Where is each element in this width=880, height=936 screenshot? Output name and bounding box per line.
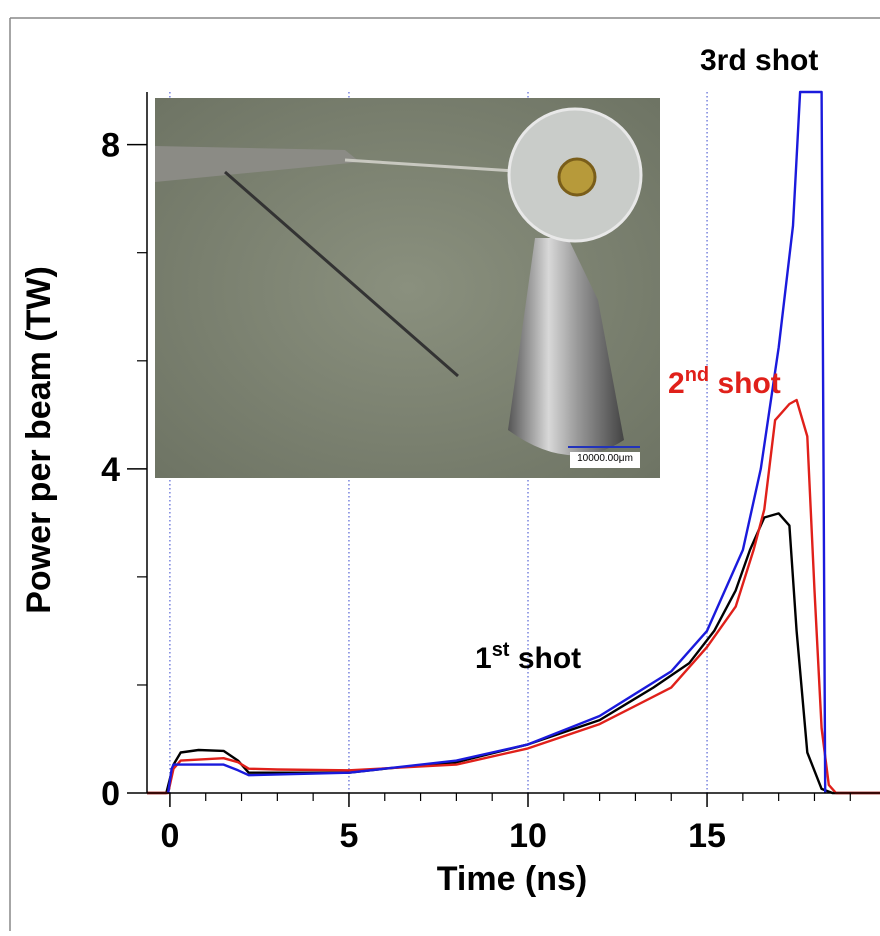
x-tick-label: 15 bbox=[688, 817, 726, 855]
y-axis-title: Power per beam (TW) bbox=[20, 266, 58, 614]
y-tick-label: 4 bbox=[101, 451, 120, 489]
axes: 0 5 10 15 0 4 8 bbox=[101, 92, 880, 855]
photo-cone bbox=[508, 238, 624, 456]
photo-stalk bbox=[344, 158, 531, 174]
y-tick-label: 0 bbox=[101, 775, 120, 813]
scale-bar-label: 10000.00μm bbox=[577, 453, 633, 464]
plot-lines bbox=[147, 90, 880, 795]
series-label: 1st shot bbox=[475, 639, 581, 675]
photo-holder bbox=[155, 146, 360, 182]
scale-bar-box bbox=[570, 452, 640, 468]
y-tick-label: 8 bbox=[101, 127, 120, 165]
series-label: 3rd shot bbox=[700, 44, 818, 77]
label-part: shot bbox=[709, 367, 781, 400]
x-tick-label: 0 bbox=[160, 817, 179, 855]
x-tick-label: 10 bbox=[509, 817, 547, 855]
series-label: 2nd shot bbox=[668, 364, 781, 400]
label-part: 1 bbox=[475, 642, 492, 675]
x-tick-label: 5 bbox=[339, 817, 358, 855]
label-part: 2 bbox=[668, 367, 685, 400]
label-part: nd bbox=[685, 364, 709, 386]
series-line bbox=[147, 512, 880, 795]
label-part: shot bbox=[509, 642, 581, 675]
photo-wire bbox=[224, 170, 459, 378]
photo-target bbox=[557, 157, 597, 197]
x-axis-title: Time (ns) bbox=[437, 860, 588, 898]
inset-photo: 10000.00μm bbox=[155, 98, 660, 478]
series-line bbox=[166, 90, 827, 794]
label-part: st bbox=[492, 639, 510, 661]
series-line bbox=[147, 398, 880, 795]
